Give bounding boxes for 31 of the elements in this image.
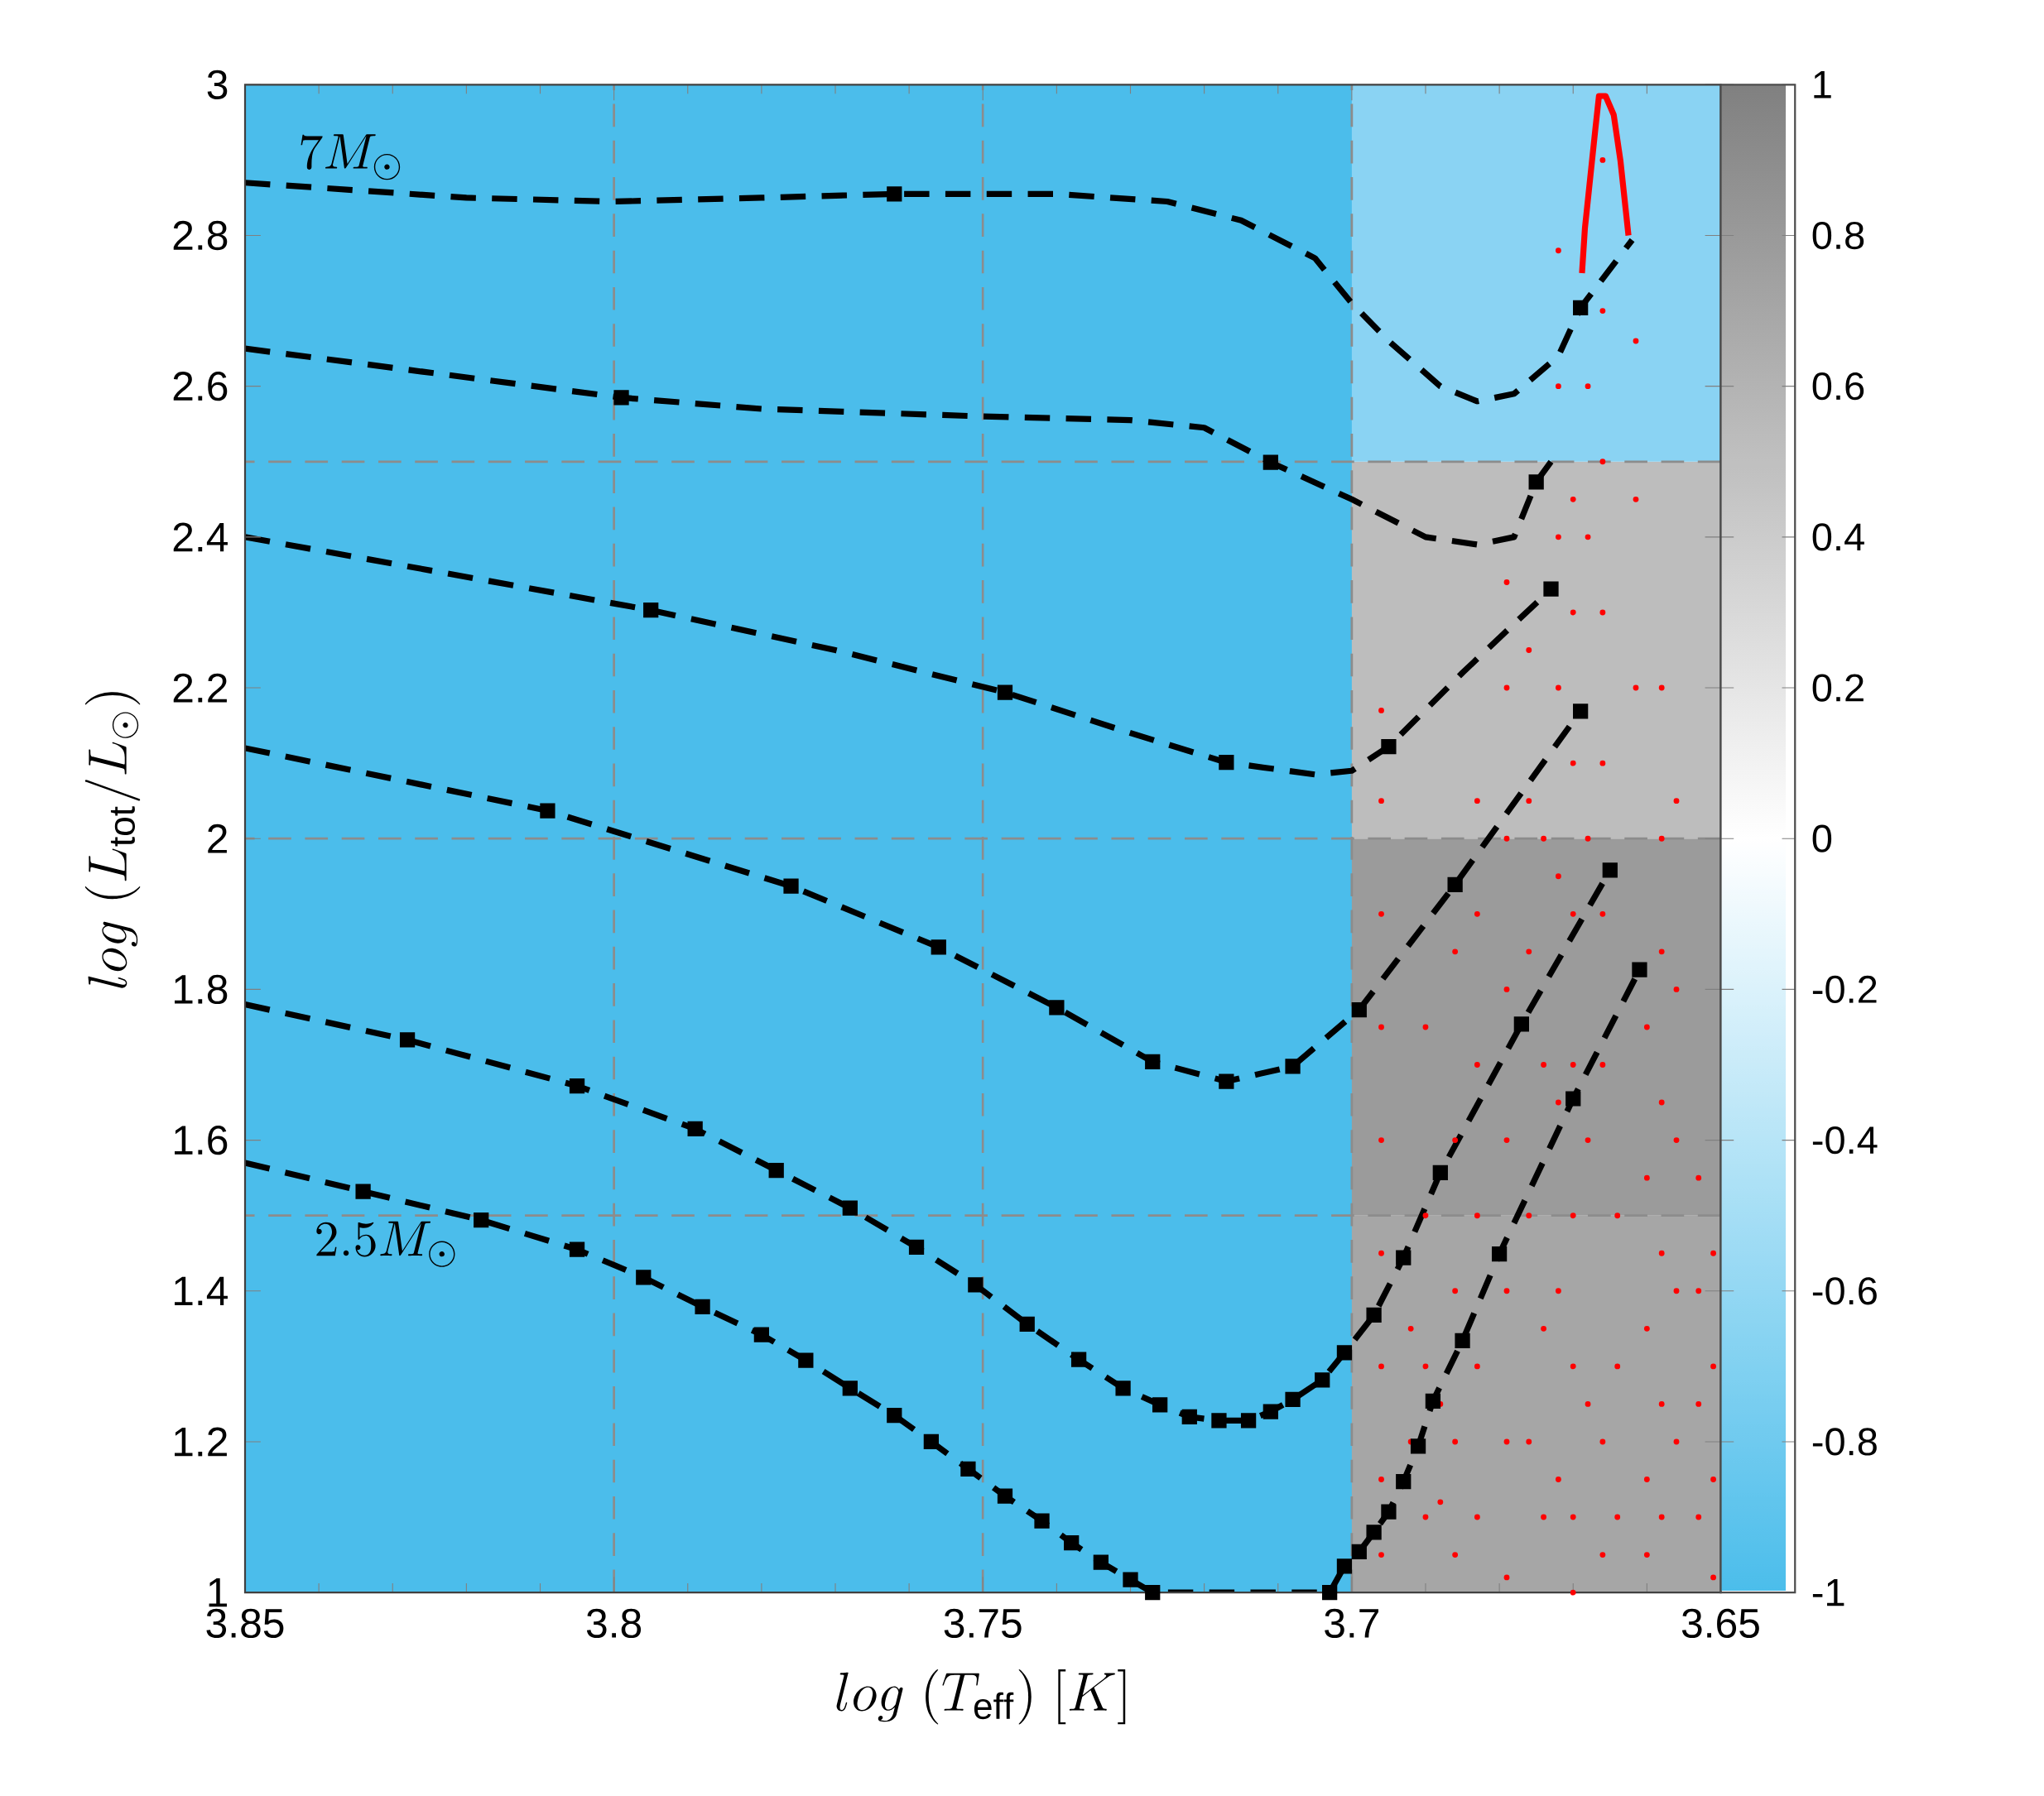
color-bar-label: 0.8 xyxy=(1812,221,1864,250)
y-tick-label: 1 xyxy=(209,1578,228,1607)
y-tick-label: 1.8 xyxy=(175,974,228,1005)
y-tick-label: 2.6 xyxy=(173,372,228,401)
color-bar-label: 1 xyxy=(1814,71,1831,98)
x-tick-label: 3.65 xyxy=(1681,1608,1759,1639)
y-tick-label: 2.8 xyxy=(173,220,228,251)
color-bar-label: -0.4 xyxy=(1812,1126,1878,1155)
y-tick-label: 2.2 xyxy=(173,673,227,703)
x-tick-label: 3.85 xyxy=(206,1608,284,1639)
y-tick-label: 1.4 xyxy=(175,1276,228,1306)
x-tick-label: 3.7 xyxy=(1325,1608,1378,1639)
annotation: $7M_\odot$ xyxy=(301,134,401,180)
color-bar-label: -0.6 xyxy=(1812,1277,1877,1305)
color-bar-label: -1 xyxy=(1812,1579,1844,1606)
annotation: $2.5M_\odot$ xyxy=(316,1221,455,1267)
color-bar-label: 0 xyxy=(1812,824,1832,852)
x-axis-title: $log\;(T_\mathrm{eff})\;[K]$ xyxy=(836,1669,1126,1725)
color-bar-label: -0.8 xyxy=(1812,1428,1877,1456)
color-bar-label: 0.2 xyxy=(1812,674,1864,702)
y-tick-label: 2 xyxy=(208,824,227,853)
color-bar-label: 0.4 xyxy=(1812,523,1864,551)
y-tick-label: 2.4 xyxy=(173,522,228,552)
y-axis-title: $log\;(L_\mathrm{tot}/L_\odot)$ xyxy=(84,692,141,988)
x-tick-label: 3.8 xyxy=(586,1608,642,1639)
color-bar-label: -0.2 xyxy=(1812,975,1877,1004)
color-bar-label: 0.6 xyxy=(1812,372,1864,401)
x-tick-label: 3.75 xyxy=(944,1608,1022,1639)
y-tick-label: 3 xyxy=(207,70,228,100)
y-tick-label: 1.6 xyxy=(175,1126,228,1155)
y-tick-label: 1.2 xyxy=(175,1427,227,1457)
